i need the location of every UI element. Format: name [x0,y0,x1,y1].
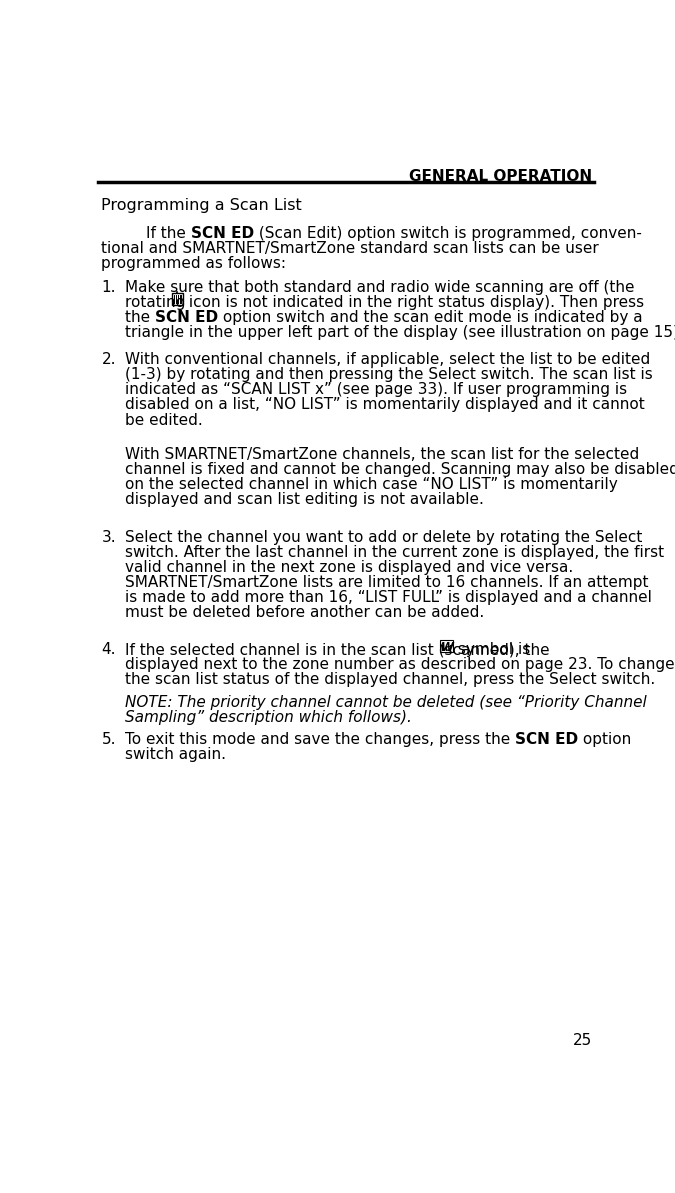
Text: NOTE: The priority channel cannot be deleted (see “Priority Channel: NOTE: The priority channel cannot be del… [125,694,647,710]
Text: 4.: 4. [101,642,116,657]
Bar [172,293,183,304]
Text: Programming a Scan List: Programming a Scan List [101,198,302,212]
Text: displayed and scan list editing is not available.: displayed and scan list editing is not a… [125,492,483,507]
Text: GENERAL OPERATION: GENERAL OPERATION [409,168,592,184]
Text: channel is fixed and cannot be changed. Scanning may also be disabled: channel is fixed and cannot be changed. … [125,462,675,477]
Text: (Scan Edit) option switch is programmed, conven-: (Scan Edit) option switch is programmed,… [254,227,642,241]
Bar [440,639,453,651]
Text: tional and SMARTNET/SmartZone standard scan lists can be user: tional and SMARTNET/SmartZone standard s… [101,241,599,256]
Text: the: the [125,310,155,326]
Text: W: W [441,641,454,654]
Text: SCN ED: SCN ED [515,733,578,747]
Text: valid channel in the next zone is displayed and vice versa.: valid channel in the next zone is displa… [125,560,573,575]
Text: indicated as “SCAN LIST x” (see page 33). If user programming is: indicated as “SCAN LIST x” (see page 33)… [125,383,627,397]
Text: on the selected channel in which case “NO LIST” is momentarily: on the selected channel in which case “N… [125,477,618,492]
Text: Select the channel you want to add or delete by rotating the Select: Select the channel you want to add or de… [125,530,642,545]
Text: programmed as follows:: programmed as follows: [101,256,286,271]
Text: disabled on a list, “NO LIST” is momentarily displayed and it cannot: disabled on a list, “NO LIST” is momenta… [125,397,645,413]
Text: To exit this mode and save the changes, press the: To exit this mode and save the changes, … [125,733,515,747]
Text: With conventional channels, if applicable, select the list to be edited: With conventional channels, if applicabl… [125,352,650,367]
Text: option: option [578,733,631,747]
Text: the scan list status of the displayed channel, press the Select switch.: the scan list status of the displayed ch… [125,673,655,687]
Text: rotating: rotating [125,296,190,310]
Text: With SMARTNET/SmartZone channels, the scan list for the selected: With SMARTNET/SmartZone channels, the sc… [125,447,639,462]
Text: SCN ED: SCN ED [155,310,218,326]
Text: switch again.: switch again. [125,747,225,762]
Text: SCN ED: SCN ED [191,227,254,241]
Text: triangle in the upper left part of the display (see illustration on page 15).: triangle in the upper left part of the d… [125,326,675,340]
Text: (1-3) by rotating and then pressing the Select switch. The scan list is: (1-3) by rotating and then pressing the … [125,367,653,383]
Text: displayed next to the zone number as described on page 23. To change: displayed next to the zone number as des… [125,657,674,672]
Text: Sampling” description which follows).: Sampling” description which follows). [125,710,412,725]
Text: 25: 25 [573,1033,592,1047]
Text: Make sure that both standard and radio wide scanning are off (the: Make sure that both standard and radio w… [125,280,634,296]
Text: must be deleted before another can be added.: must be deleted before another can be ad… [125,605,484,619]
Text: 3.: 3. [101,530,116,545]
Text: option switch and the scan edit mode is indicated by a: option switch and the scan edit mode is … [218,310,643,326]
Text: be edited.: be edited. [125,413,202,427]
Text: 2.: 2. [101,352,116,367]
Text: is made to add more than 16, “LIST FULL” is displayed and a channel: is made to add more than 16, “LIST FULL”… [125,589,651,605]
Text: If the: If the [146,227,191,241]
Text: 5.: 5. [101,733,116,747]
Text: icon is not indicated in the right status display). Then press: icon is not indicated in the right statu… [184,296,644,310]
Text: switch. After the last channel in the current zone is displayed, the first: switch. After the last channel in the cu… [125,545,664,560]
Text: SMARTNET/SmartZone lists are limited to 16 channels. If an attempt: SMARTNET/SmartZone lists are limited to … [125,575,648,589]
Text: symbol is: symbol is [454,642,531,657]
Text: If the selected channel is in the scan list (scanned), the: If the selected channel is in the scan l… [125,642,554,657]
Text: 1.: 1. [101,280,116,296]
